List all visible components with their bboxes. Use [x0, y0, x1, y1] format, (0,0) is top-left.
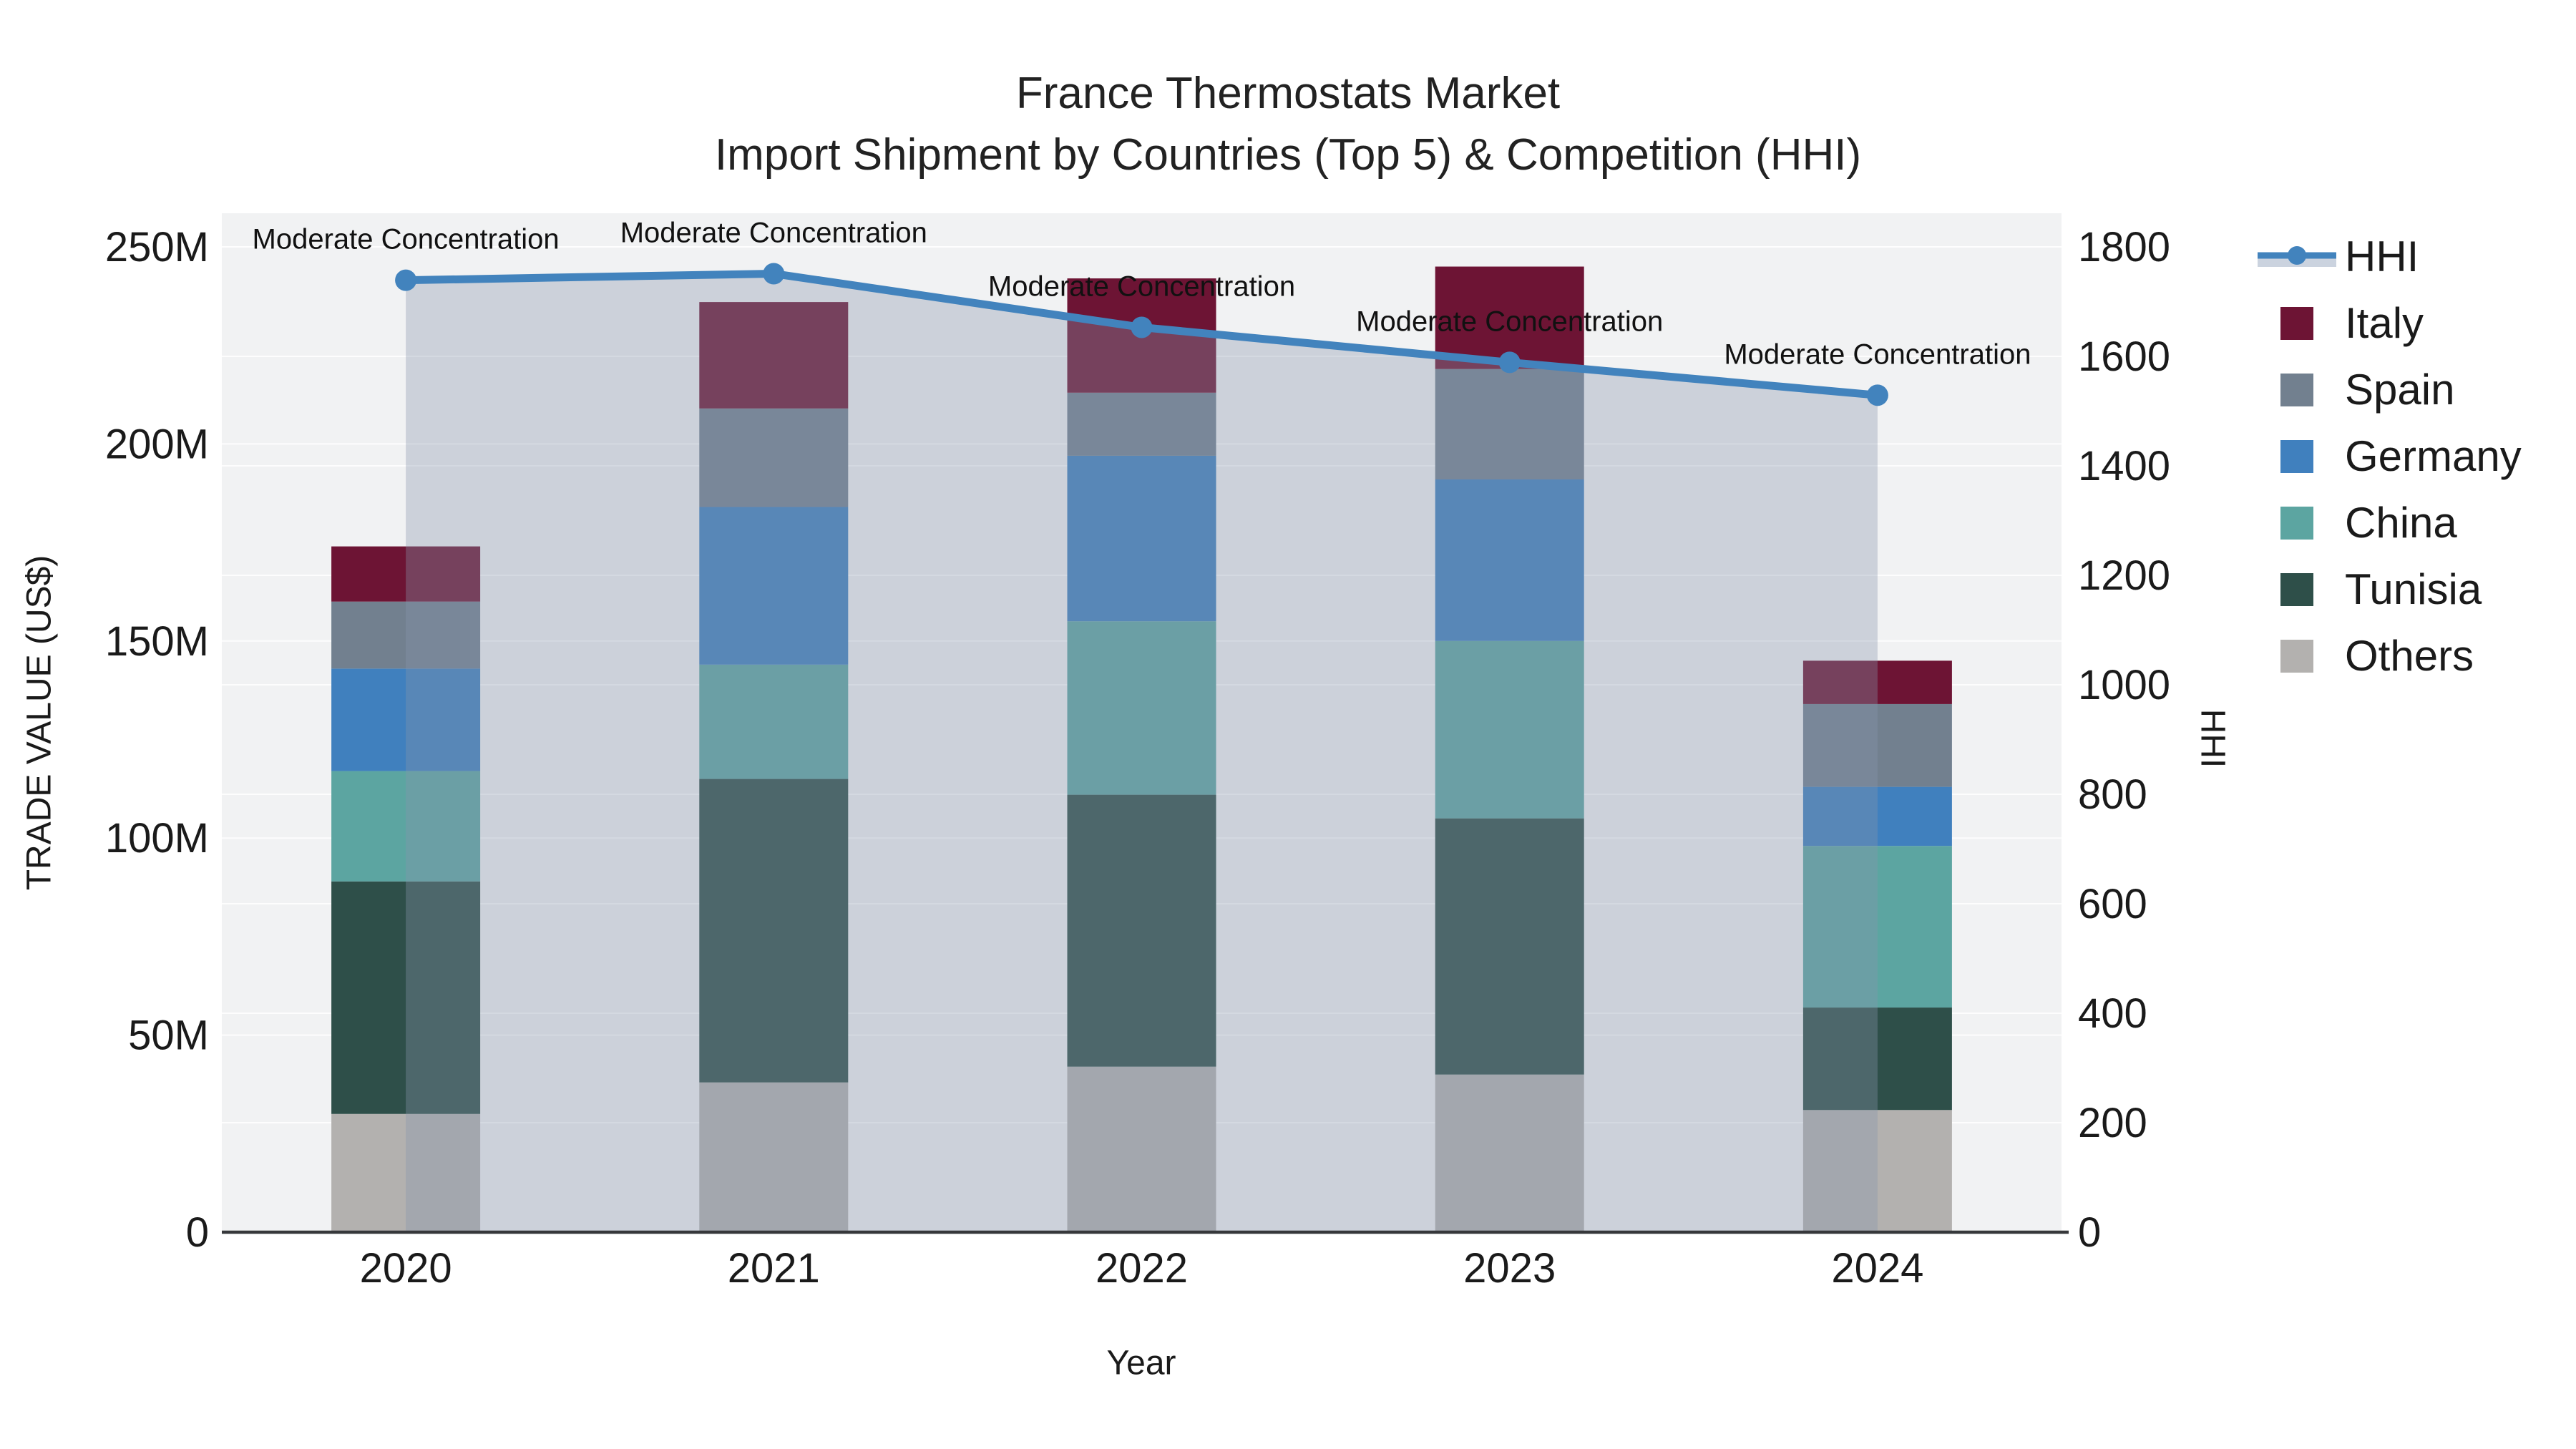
- y2-axis-title: HHI: [2193, 708, 2232, 769]
- y-tick-label: 100M: [105, 815, 209, 862]
- y2-tick-label: 1800: [2078, 224, 2170, 270]
- legend-item-tunisia[interactable]: Tunisia: [2258, 556, 2522, 623]
- legend-item-others[interactable]: Others: [2258, 623, 2522, 689]
- annotation-moderate-concentration: Moderate Concentration: [988, 270, 1295, 302]
- hhi-marker-2022[interactable]: [1131, 316, 1153, 338]
- y-tick-label: 250M: [105, 224, 209, 270]
- legend-color-square: [2280, 506, 2313, 540]
- bar-segment-spain-2021[interactable]: [699, 408, 849, 507]
- bar-segment-tunisia-2024[interactable]: [1802, 1008, 1952, 1111]
- legend-item-china[interactable]: China: [2258, 489, 2522, 556]
- bar-segment-germany-2022[interactable]: [1067, 455, 1216, 622]
- legend-swatch-germany: [2258, 439, 2336, 473]
- hhi-marker-2024[interactable]: [1866, 384, 1888, 406]
- legend-item-spain[interactable]: Spain: [2258, 356, 2522, 423]
- bar-segment-italy-2020[interactable]: [331, 546, 481, 602]
- y2-tick-label: 1200: [2078, 552, 2170, 599]
- legend-item-germany[interactable]: Germany: [2258, 423, 2522, 489]
- bar-segment-china-2022[interactable]: [1067, 621, 1216, 795]
- legend-color-square: [2280, 306, 2313, 340]
- y2-tick-label: 1400: [2078, 443, 2170, 489]
- x-tick-label: 2022: [1096, 1245, 1188, 1292]
- bar-segment-others-2021[interactable]: [699, 1082, 849, 1232]
- legend-label: HHI: [2345, 233, 2419, 280]
- bar-segment-italy-2024[interactable]: [1802, 660, 1952, 704]
- bar-segment-germany-2024[interactable]: [1802, 786, 1952, 847]
- legend-color-square: [2280, 572, 2313, 606]
- y2-tick-label: 600: [2078, 881, 2147, 927]
- y2-tick-label: 800: [2078, 771, 2147, 818]
- y-axis-title: TRADE VALUE (US$): [20, 555, 59, 891]
- hhi-marker-2023[interactable]: [1498, 351, 1521, 374]
- bar-segment-tunisia-2023[interactable]: [1435, 818, 1584, 1075]
- bar-segment-others-2020[interactable]: [331, 1113, 481, 1232]
- legend-swatch-spain: [2258, 373, 2336, 406]
- bar-segment-others-2024[interactable]: [1802, 1110, 1952, 1232]
- y-tick-label: 0: [186, 1209, 209, 1256]
- y2-tick-label: 0: [2078, 1209, 2101, 1256]
- legend-swatch-others: [2258, 639, 2336, 673]
- legend-color-square: [2280, 373, 2313, 406]
- y-tick-label: 50M: [128, 1013, 209, 1059]
- x-axis-title: Year: [1106, 1344, 1176, 1382]
- bar-segment-germany-2020[interactable]: [331, 668, 481, 771]
- chart-subtitle: Import Shipment by Countries (Top 5) & C…: [714, 130, 1862, 180]
- legend-label: Others: [2345, 632, 2474, 680]
- y2-tick-label: 1000: [2078, 662, 2170, 708]
- chart-title: France Thermostats Market: [1015, 69, 1561, 118]
- legend-swatch-italy: [2258, 306, 2336, 340]
- hhi-marker-2021[interactable]: [763, 263, 785, 285]
- y-tick-label: 150M: [105, 618, 209, 665]
- bar-segment-spain-2024[interactable]: [1802, 703, 1952, 787]
- x-tick-label: 2024: [1831, 1245, 1923, 1292]
- bar-segment-tunisia-2022[interactable]: [1067, 794, 1216, 1067]
- legend-color-square: [2280, 439, 2313, 473]
- legend-swatch-hhi: [2258, 240, 2336, 274]
- hhi-line-swatch-icon: [2258, 245, 2336, 267]
- bar-segment-tunisia-2021[interactable]: [699, 779, 849, 1083]
- legend-label: Germany: [2345, 432, 2522, 480]
- legend-item-italy[interactable]: Italy: [2258, 290, 2522, 356]
- annotation-moderate-concentration: Moderate Concentration: [1724, 338, 2031, 370]
- bar-segment-germany-2021[interactable]: [699, 507, 849, 665]
- x-tick-label: 2021: [728, 1245, 820, 1292]
- bar-segment-china-2020[interactable]: [331, 771, 481, 882]
- legend-label: Tunisia: [2345, 565, 2482, 613]
- x-tick-label: 2023: [1463, 1245, 1556, 1292]
- annotation-moderate-concentration: Moderate Concentration: [620, 217, 927, 248]
- legend-label: Spain: [2345, 366, 2455, 414]
- annotation-moderate-concentration: Moderate Concentration: [253, 224, 560, 255]
- y2-tick-label: 1600: [2078, 333, 2170, 380]
- hhi-marker-2020[interactable]: [395, 269, 417, 291]
- x-tick-label: 2020: [360, 1245, 452, 1292]
- legend-swatch-tunisia: [2258, 572, 2336, 606]
- hhi-area: [406, 273, 1878, 1232]
- bar-segment-spain-2023[interactable]: [1435, 369, 1584, 479]
- legend-item-hhi[interactable]: HHI: [2258, 223, 2522, 290]
- y2-tick-label: 400: [2078, 990, 2147, 1037]
- legend-swatch-china: [2258, 506, 2336, 540]
- bar-segment-china-2024[interactable]: [1802, 846, 1952, 1008]
- bar-segment-china-2023[interactable]: [1435, 640, 1584, 819]
- annotation-moderate-concentration: Moderate Concentration: [1356, 306, 1663, 337]
- y-tick-label: 200M: [105, 421, 209, 467]
- bar-segment-others-2022[interactable]: [1067, 1066, 1216, 1232]
- legend-color-square: [2280, 639, 2313, 673]
- bar-segment-tunisia-2020[interactable]: [331, 881, 481, 1114]
- y2-tick-label: 200: [2078, 1100, 2147, 1146]
- bar-segment-spain-2020[interactable]: [331, 601, 481, 669]
- bar-segment-others-2023[interactable]: [1435, 1074, 1584, 1232]
- bar-segment-spain-2022[interactable]: [1067, 392, 1216, 456]
- bar-segment-italy-2021[interactable]: [699, 302, 849, 409]
- bar-segment-germany-2023[interactable]: [1435, 479, 1584, 641]
- legend: HHI Italy Spain Germany China Tunisia Others: [2258, 223, 2522, 689]
- legend-label: China: [2345, 499, 2457, 547]
- legend-label: Italy: [2345, 299, 2424, 347]
- bar-segment-china-2021[interactable]: [699, 664, 849, 779]
